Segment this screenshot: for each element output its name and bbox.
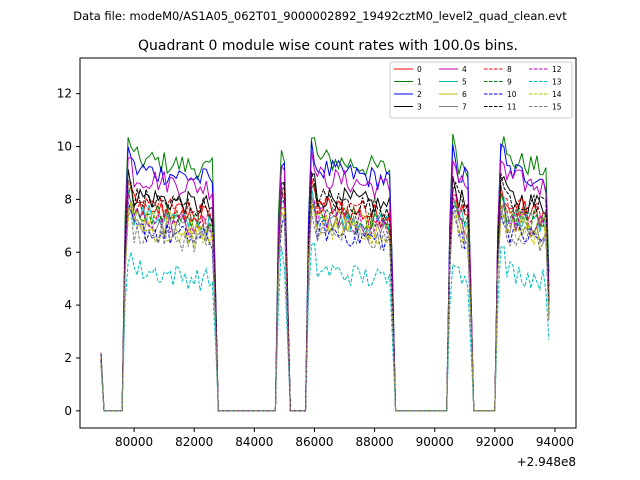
series-line-module-2 (100, 140, 550, 412)
legend-label-6: 6 (462, 90, 467, 99)
axes-frame (79, 57, 577, 429)
legend-label-1: 1 (417, 77, 422, 86)
legend-label-2: 2 (417, 90, 422, 99)
x-tick-label: 80000 (115, 435, 153, 449)
x-tick-label: 92000 (476, 435, 514, 449)
x-axis-offset-text: +2.948e8 (517, 455, 576, 469)
x-tick-label: 82000 (175, 435, 213, 449)
legend-label-4: 4 (462, 65, 467, 74)
y-tick-label: 6 (64, 245, 72, 259)
x-tick-label: 84000 (235, 435, 273, 449)
legend-box (389, 61, 573, 119)
series-line-module-13 (100, 241, 550, 412)
legend-label-15: 15 (552, 102, 562, 111)
y-tick-label: 4 (64, 298, 72, 312)
y-tick-label: 2 (64, 351, 72, 365)
series-line-module-15 (100, 204, 550, 412)
legend-label-7: 7 (462, 102, 467, 111)
y-tick-label: 0 (64, 404, 72, 418)
chart-title: Quadrant 0 module wise count rates with … (138, 38, 518, 54)
legend-label-12: 12 (552, 65, 562, 74)
series-line-module-4 (100, 150, 550, 412)
series-line-module-8 (100, 180, 550, 412)
y-tick-label: 8 (64, 192, 72, 206)
x-tick-label: 86000 (295, 435, 333, 449)
legend-label-11: 11 (507, 102, 517, 111)
x-tick-label: 94000 (536, 435, 574, 449)
legend-label-3: 3 (417, 102, 422, 111)
legend-label-14: 14 (552, 90, 562, 99)
y-tick-label: 12 (57, 87, 72, 101)
series-line-module-12 (100, 189, 550, 412)
legend-label-9: 9 (507, 77, 512, 86)
legend-label-13: 13 (552, 77, 562, 86)
legend-label-10: 10 (507, 90, 517, 99)
plot-area (100, 133, 550, 412)
legend-label-8: 8 (507, 65, 512, 74)
axis-ticks: 80000 82000 84000 86000 88000 90000 92000 94000… (57, 87, 574, 449)
y-tick-label: 10 (57, 140, 72, 154)
x-tick-label: 90000 (416, 435, 454, 449)
data-file-suptitle: Data file: modeM0/AS1A05_062T01_90000028… (73, 9, 567, 23)
legend-label-0: 0 (417, 65, 422, 74)
series-line-module-10 (100, 201, 550, 412)
x-tick-label: 88000 (356, 435, 394, 449)
legend-label-5: 5 (462, 77, 467, 86)
